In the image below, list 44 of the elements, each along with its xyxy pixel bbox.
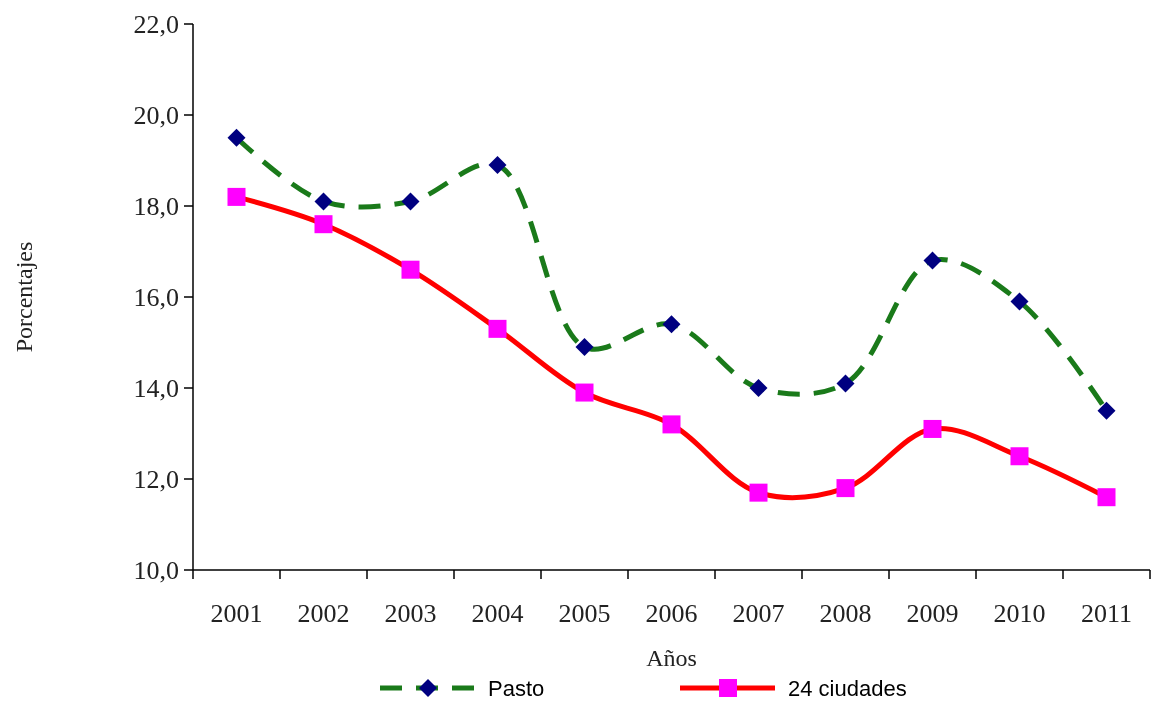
x-tick-label: 2003 xyxy=(384,599,437,628)
point xyxy=(836,479,855,498)
point xyxy=(227,187,246,206)
point xyxy=(836,374,855,393)
point xyxy=(227,128,246,147)
x-tick-label: 2001 xyxy=(210,599,263,628)
x-tick-label: 2007 xyxy=(732,599,785,628)
y-tick-label: 10,0 xyxy=(133,555,179,585)
point xyxy=(1097,488,1116,507)
x-tick-label: 2002 xyxy=(297,599,350,628)
point xyxy=(1010,447,1029,466)
point xyxy=(923,251,942,270)
y-tick-label: 12,0 xyxy=(133,464,179,494)
y-tick-label: 20,0 xyxy=(133,100,179,130)
point xyxy=(662,315,681,334)
point xyxy=(662,415,681,434)
legend-label: 24 ciudades xyxy=(788,675,907,701)
x-tick-label: 2005 xyxy=(558,599,611,628)
point xyxy=(1010,292,1029,311)
y-tick-label: 18,0 xyxy=(133,191,179,221)
y-axis-title: Porcentajes xyxy=(11,241,37,353)
point xyxy=(749,483,768,502)
point xyxy=(401,192,420,211)
point xyxy=(401,260,420,279)
point xyxy=(923,419,942,438)
x-tick-label: 2006 xyxy=(645,599,698,628)
x-tick-label: 2010 xyxy=(993,599,1046,628)
x-tick-label: 2008 xyxy=(819,599,872,628)
point xyxy=(1097,401,1116,420)
point xyxy=(575,383,594,402)
point xyxy=(488,156,507,175)
legend-label: Pasto xyxy=(488,675,545,701)
y-tick-label: 14,0 xyxy=(133,373,179,403)
x-axis-title: Años xyxy=(646,645,697,671)
point xyxy=(488,319,507,338)
point xyxy=(314,215,333,234)
y-tick-label: 22,0 xyxy=(133,9,179,39)
y-tick-label: 16,0 xyxy=(133,282,179,312)
point xyxy=(314,192,333,211)
x-tick-label: 2004 xyxy=(471,599,524,628)
x-tick-label: 2009 xyxy=(906,599,959,628)
point xyxy=(749,379,768,397)
x-tick-label: 2011 xyxy=(1080,599,1133,628)
point xyxy=(575,338,594,357)
